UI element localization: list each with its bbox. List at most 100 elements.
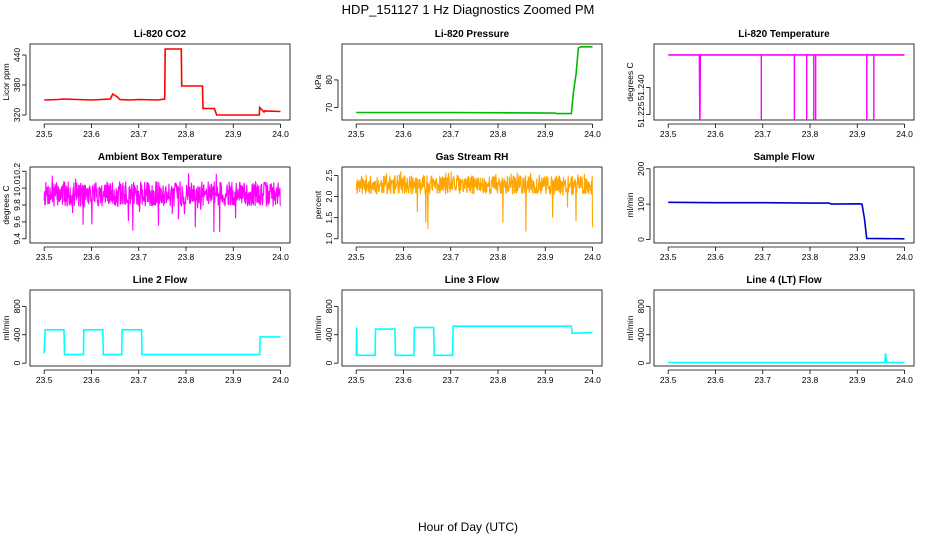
panel-title: Li-820 Pressure [435, 29, 510, 40]
x-tick-label: 23.9 [537, 129, 554, 139]
y-tick-label: 9.8 [12, 199, 22, 211]
plot-frame [653, 166, 915, 244]
y-tick-label: 400 [12, 327, 22, 341]
x-tick-label: 23.7 [442, 252, 459, 262]
x-tick-label: 23.7 [754, 375, 771, 385]
x-tick-label: 23.8 [802, 252, 819, 262]
y-tick-label: 9.6 [12, 216, 22, 228]
y-tick-label: 10.0 [12, 180, 22, 197]
x-tick-label: 23.7 [130, 252, 147, 262]
y-tick-label: 1.5 [324, 211, 334, 223]
series-group [43, 173, 282, 233]
x-tick-label: 23.5 [660, 252, 677, 262]
x-tick-label: 23.5 [36, 375, 53, 385]
series-group [355, 325, 593, 357]
y-tick-label: 0 [636, 361, 646, 366]
y-axis-label: ml/min [625, 192, 635, 217]
panel-title: Sample Flow [753, 152, 814, 163]
y-tick-label: 200 [636, 161, 646, 175]
x-tick-label: 23.7 [442, 375, 459, 385]
x-tick-label: 23.6 [395, 252, 412, 262]
panel-title: Li-820 CO2 [134, 29, 187, 40]
x-tick-label: 23.6 [707, 375, 724, 385]
panel-title: Ambient Box Temperature [98, 152, 223, 163]
x-tick-label: 24.0 [272, 375, 289, 385]
y-tick-label: 9.4 [12, 233, 22, 245]
y-tick-label: 2.5 [324, 169, 334, 181]
x-tick-label: 23.9 [849, 252, 866, 262]
x-tick-label: 23.9 [225, 375, 242, 385]
x-tick-label: 24.0 [896, 375, 913, 385]
x-tick-label: 23.8 [490, 375, 507, 385]
plot-frame [653, 289, 915, 367]
x-tick-label: 23.9 [537, 375, 554, 385]
panel-2: Li-820 Temperature degrees C 23.5 23.6 23.7 2… [625, 29, 915, 139]
series-line [44, 48, 281, 116]
series-line [668, 54, 905, 120]
panels: Li-820 CO2 Licor ppm 23.5 23.6 23.7 23.8 23.9 2… [1, 29, 915, 385]
panel-3: Ambient Box Temperature degrees C 23.5 23.6… [1, 152, 291, 262]
y-tick-label: 80 [324, 75, 334, 85]
series-line [355, 325, 593, 357]
x-tick-label: 23.5 [348, 252, 365, 262]
plot-frame [29, 289, 291, 367]
series-line [668, 201, 905, 240]
panel-5: Sample Flow ml/min 23.5 23.6 23.7 23.8 23.9 24.… [625, 152, 915, 262]
x-tick-label: 23.5 [36, 252, 53, 262]
x-tick-label: 23.8 [490, 252, 507, 262]
figure-title: HDP_151127 1 Hz Diagnostics Zoomed PM [342, 2, 595, 17]
series-group [668, 353, 905, 364]
x-tick-label: 23.9 [849, 129, 866, 139]
plot-frame [341, 289, 603, 367]
x-tick-label: 23.9 [225, 129, 242, 139]
series-group [668, 54, 905, 120]
y-axis-label: ml/min [313, 315, 323, 340]
x-tick-label: 23.8 [178, 252, 195, 262]
series-group [44, 48, 281, 116]
y-tick-label: 0 [324, 361, 334, 366]
x-tick-label: 24.0 [584, 375, 601, 385]
y-axis-label: Licor ppm [1, 63, 11, 100]
y-tick-label: 0 [12, 361, 22, 366]
series-line [668, 353, 905, 364]
y-tick-label: 380 [12, 78, 22, 92]
y-tick-label: 400 [636, 327, 646, 341]
y-tick-label: 1.0 [324, 233, 334, 245]
x-tick-label: 23.6 [395, 375, 412, 385]
x-tick-label: 23.8 [178, 129, 195, 139]
x-tick-label: 23.5 [36, 129, 53, 139]
plot-frame [341, 43, 603, 121]
x-tick-label: 23.8 [178, 375, 195, 385]
plot-frame [29, 166, 291, 244]
panel-title: Line 4 (LT) Flow [746, 275, 822, 286]
x-tick-label: 23.7 [130, 375, 147, 385]
x-tick-label: 23.9 [849, 375, 866, 385]
x-tick-label: 24.0 [896, 129, 913, 139]
x-tick-label: 23.5 [660, 129, 677, 139]
figure-xlabel: Hour of Day (UTC) [418, 520, 518, 534]
y-tick-label: 800 [12, 299, 22, 313]
panel-title: Line 3 Flow [445, 275, 500, 286]
x-tick-label: 23.7 [754, 129, 771, 139]
plot-frame [653, 43, 915, 121]
plot-frame [341, 166, 603, 244]
y-tick-label: 51.225 [636, 101, 646, 127]
y-axis-label: ml/min [625, 315, 635, 340]
y-tick-label: 0 [636, 237, 646, 242]
panel-title: Line 2 Flow [133, 275, 188, 286]
series-line [43, 173, 282, 233]
series-group [356, 45, 593, 115]
y-tick-label: 2.0 [324, 190, 334, 202]
y-tick-label: 51.240 [636, 74, 646, 100]
x-tick-label: 24.0 [584, 252, 601, 262]
series-group [43, 328, 281, 356]
y-axis-label: degrees C [1, 185, 11, 224]
panel-6: Line 2 Flow ml/min 23.5 23.6 23.7 23.8 23.9 24.… [1, 275, 291, 385]
panel-title: Gas Stream RH [436, 152, 509, 163]
y-tick-label: 400 [324, 327, 334, 341]
series-line [356, 45, 593, 115]
series-line [43, 328, 281, 356]
series-group [668, 201, 905, 240]
x-tick-label: 23.5 [660, 375, 677, 385]
